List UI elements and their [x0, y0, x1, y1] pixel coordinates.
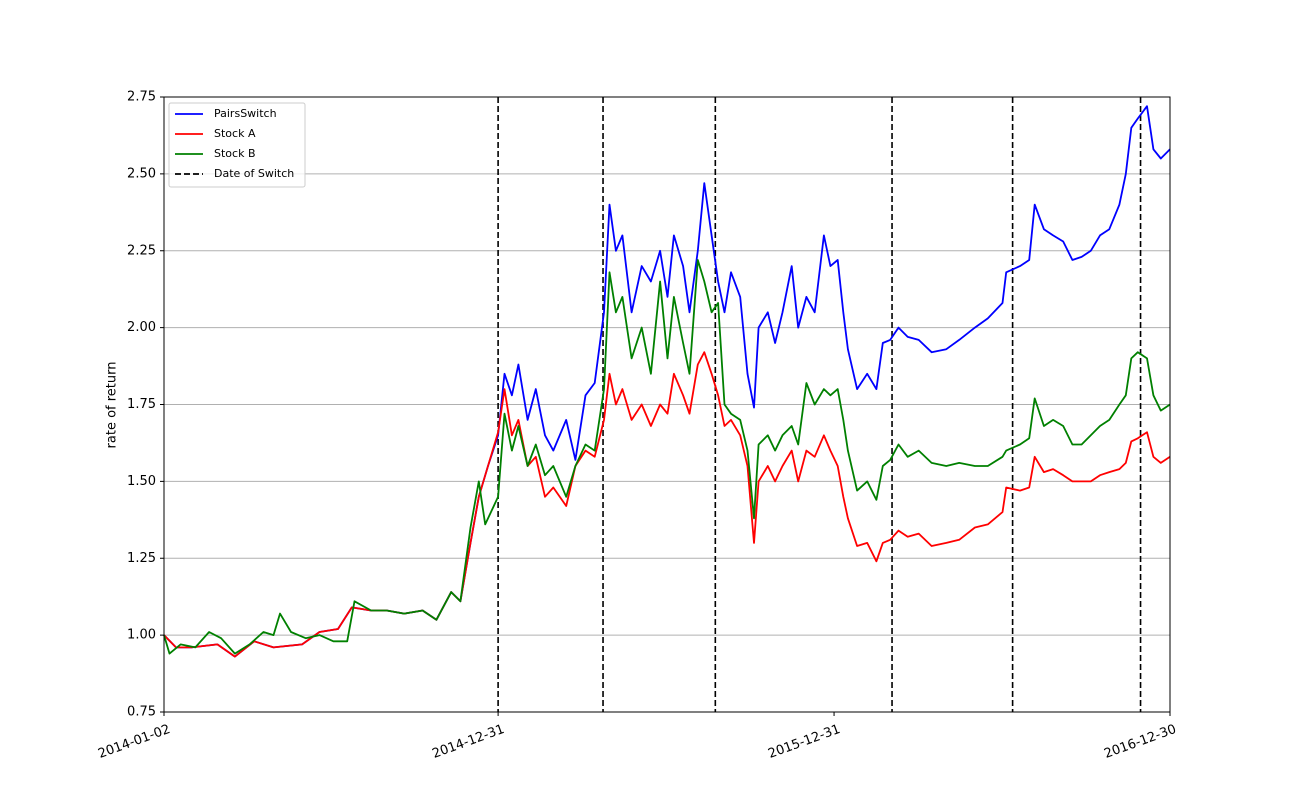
series-line-stock-b — [163, 259, 1171, 655]
legend-label: Stock B — [214, 147, 256, 160]
y-tick-label: 1.50 — [127, 474, 156, 489]
x-tick-label: 2014-01-02 — [96, 722, 172, 762]
y-tick-label: 1.75 — [127, 397, 156, 412]
grid-lines — [164, 96, 1170, 713]
legend-label: Stock A — [214, 127, 256, 140]
y-tick-label: 2.25 — [127, 243, 156, 258]
y-axis-label: rate of return — [105, 362, 120, 449]
x-tick-label: 2016-12-30 — [1102, 722, 1178, 762]
y-tick-label: 1.25 — [127, 551, 156, 566]
y-tick-label: 2.50 — [127, 166, 156, 181]
legend: PairsSwitch Stock A Stock B Date of Switch — [168, 102, 306, 188]
legend-box — [168, 102, 306, 188]
y-axis-ticks: 0.75 1.00 1.25 1.50 1.75 2.00 2.25 2.50 2.75 — [127, 90, 164, 720]
y-tick-label: 2.00 — [127, 320, 156, 335]
x-tick-label: 2015-12-31 — [766, 722, 842, 762]
series-line-stock-a — [163, 351, 1171, 658]
series-lines — [163, 105, 1171, 658]
legend-label: Date of Switch — [214, 167, 294, 180]
series-line-pairsswitch — [163, 105, 1171, 658]
y-tick-label: 0.75 — [127, 705, 156, 720]
legend-label: PairsSwitch — [214, 107, 277, 120]
y-tick-label: 2.75 — [127, 90, 156, 105]
x-axis-ticks: 2014-01-02 2014-12-31 2015-12-31 2016-12-30 — [96, 712, 1178, 762]
x-tick-label: 2014-12-31 — [430, 722, 506, 762]
y-tick-label: 1.00 — [127, 628, 156, 643]
switch-date-lines — [497, 97, 1142, 712]
